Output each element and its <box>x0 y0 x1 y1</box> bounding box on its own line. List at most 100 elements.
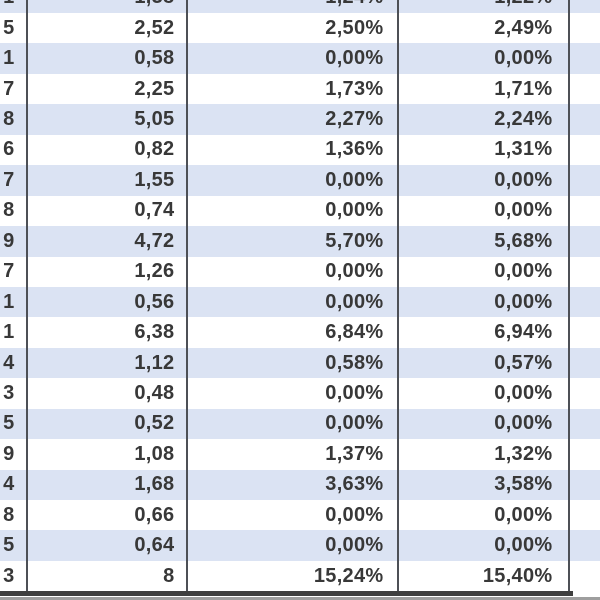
cell-col-a[interactable]: 3 <box>0 378 28 409</box>
cell-col-d[interactable]: 0,00% <box>399 286 570 318</box>
cell-col-c[interactable]: 1,37% <box>188 439 399 470</box>
cell-col-b[interactable]: 4,72 <box>28 226 188 257</box>
cell-col-c[interactable]: 0,00% <box>188 165 399 196</box>
cell-col-c[interactable]: 1,73% <box>188 73 399 105</box>
cell-col-c[interactable]: 0,00% <box>188 286 399 318</box>
cell-col-e[interactable] <box>570 348 600 378</box>
cell-col-c[interactable]: 15,24% <box>188 560 399 592</box>
cell-col-e[interactable] <box>570 13 600 43</box>
cell-col-d[interactable]: 0,57% <box>399 347 570 379</box>
cell-col-b[interactable]: 0,48 <box>28 378 188 409</box>
cell-col-d[interactable]: 3,58% <box>399 469 570 500</box>
cell-col-a[interactable]: 7 <box>0 165 28 196</box>
cell-col-d[interactable]: 2,49% <box>399 13 570 44</box>
cell-col-d[interactable]: 1,22% <box>399 0 570 13</box>
cell-col-b[interactable]: 1,08 <box>28 439 188 470</box>
cell-col-a[interactable]: 1 <box>0 286 28 318</box>
cell-col-b[interactable]: 6,38 <box>28 317 188 348</box>
cell-col-c[interactable]: 0,00% <box>188 408 399 440</box>
cell-col-a[interactable]: 8 <box>0 195 28 227</box>
cell-col-b[interactable]: 0,82 <box>28 134 188 166</box>
cell-col-d[interactable]: 2,24% <box>399 104 570 135</box>
cell-col-c[interactable]: 0,58% <box>188 347 399 379</box>
cell-col-e[interactable] <box>570 257 600 287</box>
cell-col-d[interactable]: 0,00% <box>399 500 570 531</box>
cell-col-b[interactable]: 0,52 <box>28 408 188 440</box>
cell-col-c[interactable]: 2,27% <box>188 104 399 135</box>
cell-col-e[interactable] <box>570 470 600 500</box>
cell-col-e[interactable] <box>570 104 600 134</box>
cell-col-a[interactable]: 4 <box>0 469 28 500</box>
cell-col-e[interactable] <box>570 226 600 256</box>
cell-col-e[interactable] <box>570 561 600 591</box>
cell-col-e[interactable] <box>570 43 600 73</box>
cell-col-e[interactable] <box>570 196 600 226</box>
cell-col-e[interactable] <box>570 165 600 195</box>
cell-col-d[interactable]: 0,00% <box>399 378 570 409</box>
cell-col-c[interactable]: 1,24% <box>188 0 399 13</box>
cell-col-b[interactable]: 0,58 <box>28 43 188 74</box>
cell-col-c[interactable]: 5,70% <box>188 226 399 257</box>
cell-col-c[interactable]: 0,00% <box>188 500 399 531</box>
cell-col-e[interactable] <box>570 74 600 104</box>
cell-col-a[interactable]: 9 <box>0 439 28 470</box>
cell-col-b[interactable]: 1,38 <box>28 0 188 13</box>
cell-col-a[interactable]: 1 <box>0 43 28 74</box>
cell-col-b[interactable]: 1,12 <box>28 347 188 379</box>
cell-col-d[interactable]: 0,00% <box>399 195 570 227</box>
cell-col-d[interactable]: 0,00% <box>399 408 570 440</box>
cell-col-b[interactable]: 2,25 <box>28 73 188 105</box>
cell-col-a[interactable]: 5 <box>0 13 28 44</box>
cell-col-e[interactable] <box>570 500 600 530</box>
cell-col-e[interactable] <box>570 378 600 408</box>
cell-col-d[interactable]: 1,71% <box>399 73 570 105</box>
cell-col-e[interactable] <box>570 317 600 347</box>
cell-col-a[interactable]: 7 <box>0 73 28 105</box>
cell-col-e[interactable] <box>570 409 600 439</box>
cell-col-d[interactable]: 0,00% <box>399 256 570 287</box>
cell-col-b[interactable]: 1,26 <box>28 256 188 287</box>
cell-col-a[interactable]: 5 <box>0 408 28 440</box>
cell-col-a[interactable]: 6 <box>0 134 28 166</box>
cell-col-b[interactable]: 0,56 <box>28 286 188 318</box>
cell-col-d[interactable]: 1,31% <box>399 134 570 166</box>
cell-col-d[interactable]: 0,00% <box>399 530 570 561</box>
cell-col-d[interactable]: 6,94% <box>399 317 570 348</box>
cell-col-e[interactable] <box>570 287 600 317</box>
cell-col-c[interactable]: 0,00% <box>188 378 399 409</box>
cell-col-d[interactable]: 0,00% <box>399 43 570 74</box>
cell-col-b[interactable]: 0,74 <box>28 195 188 227</box>
cell-col-c[interactable]: 0,00% <box>188 195 399 227</box>
cell-col-e[interactable] <box>570 530 600 560</box>
cell-col-c[interactable]: 3,63% <box>188 469 399 500</box>
cell-col-e[interactable] <box>570 439 600 469</box>
cell-col-a[interactable]: 1 <box>0 317 28 348</box>
cell-col-c[interactable]: 0,00% <box>188 530 399 561</box>
cell-col-c[interactable]: 6,84% <box>188 317 399 348</box>
cell-col-a[interactable]: 8 <box>0 104 28 135</box>
cell-col-a[interactable]: 5 <box>0 530 28 561</box>
cell-col-c[interactable]: 0,00% <box>188 256 399 287</box>
cell-col-a[interactable]: 4 <box>0 347 28 379</box>
cell-col-c[interactable]: 0,00% <box>188 43 399 74</box>
cell-col-c[interactable]: 1,36% <box>188 134 399 166</box>
cell-col-e[interactable] <box>570 135 600 165</box>
cell-col-e[interactable] <box>570 0 600 13</box>
cell-col-d[interactable]: 5,68% <box>399 226 570 257</box>
cell-col-b[interactable]: 1,68 <box>28 469 188 500</box>
cell-col-d[interactable]: 1,32% <box>399 439 570 470</box>
cell-col-d[interactable]: 0,00% <box>399 165 570 196</box>
cell-col-b[interactable]: 5,05 <box>28 104 188 135</box>
cell-col-a[interactable]: 8 <box>0 500 28 531</box>
cell-col-a[interactable]: 9 <box>0 226 28 257</box>
cell-col-a[interactable]: 3 <box>0 560 28 592</box>
cell-col-a[interactable]: 1 <box>0 0 28 13</box>
cell-col-a[interactable]: 7 <box>0 256 28 287</box>
cell-col-b[interactable]: 0,66 <box>28 500 188 531</box>
cell-col-b[interactable]: 2,52 <box>28 13 188 44</box>
cell-col-b[interactable]: 8 <box>28 560 188 592</box>
cell-col-d[interactable]: 15,40% <box>399 560 570 592</box>
cell-col-b[interactable]: 1,55 <box>28 165 188 196</box>
cell-col-c[interactable]: 2,50% <box>188 13 399 44</box>
cell-col-b[interactable]: 0,64 <box>28 530 188 561</box>
